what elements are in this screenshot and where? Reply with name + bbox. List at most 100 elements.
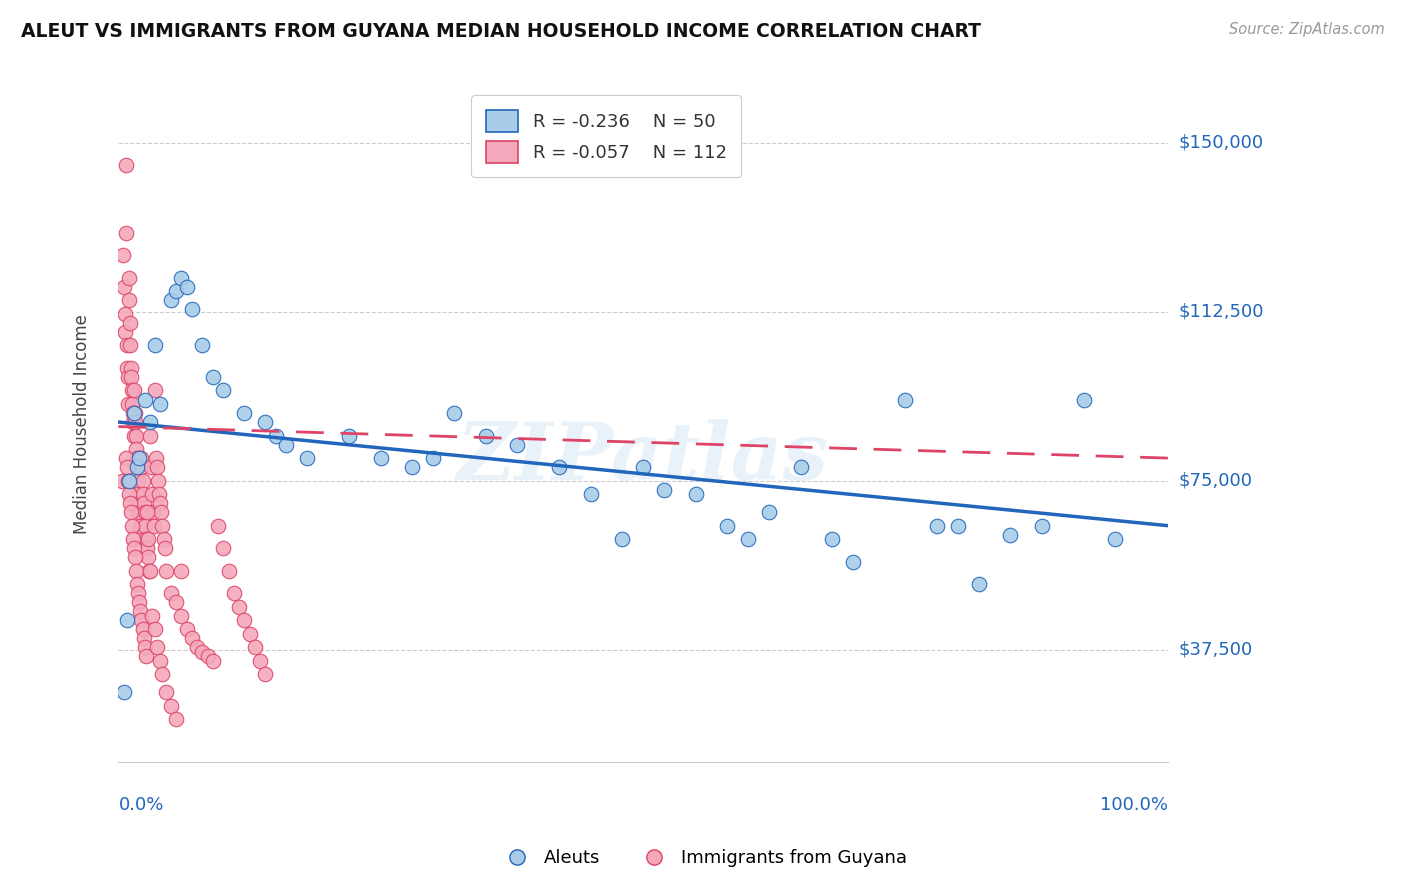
Point — [117, 370, 139, 384]
Point — [165, 595, 187, 609]
Point — [143, 338, 166, 352]
Point — [894, 392, 917, 407]
Point — [170, 564, 193, 578]
Point — [228, 599, 250, 614]
Point — [120, 361, 142, 376]
Point — [1104, 532, 1126, 546]
Point — [128, 595, 150, 609]
Point — [118, 496, 141, 510]
Point — [115, 613, 138, 627]
Point — [136, 550, 159, 565]
Point — [139, 428, 162, 442]
Point — [153, 541, 176, 556]
Point — [141, 487, 163, 501]
Point — [135, 541, 157, 556]
Point — [238, 627, 260, 641]
Point — [122, 415, 145, 429]
Point — [143, 384, 166, 398]
Point — [191, 645, 214, 659]
Point — [401, 460, 423, 475]
Point — [176, 280, 198, 294]
Point — [132, 496, 155, 510]
Point — [1031, 518, 1053, 533]
Point — [631, 460, 654, 475]
Point — [121, 397, 143, 411]
Point — [652, 483, 675, 497]
Point — [737, 532, 759, 546]
Point — [197, 649, 219, 664]
Text: $75,000: $75,000 — [1180, 472, 1253, 490]
Point — [337, 428, 360, 442]
Point — [176, 622, 198, 636]
Point — [165, 285, 187, 299]
Point — [112, 280, 135, 294]
Point — [145, 451, 167, 466]
Point — [127, 460, 149, 475]
Point — [118, 338, 141, 352]
Point — [114, 307, 136, 321]
Text: $150,000: $150,000 — [1180, 134, 1264, 152]
Text: ZIPatlas: ZIPatlas — [457, 419, 830, 497]
Point — [125, 428, 148, 442]
Point — [122, 406, 145, 420]
Point — [118, 270, 141, 285]
Point — [125, 442, 148, 456]
Legend: R = -0.236    N = 50, R = -0.057    N = 112: R = -0.236 N = 50, R = -0.057 N = 112 — [471, 95, 741, 178]
Text: Source: ZipAtlas.com: Source: ZipAtlas.com — [1229, 22, 1385, 37]
Point — [122, 406, 145, 420]
Point — [222, 586, 245, 600]
Point — [370, 451, 392, 466]
Text: 100.0%: 100.0% — [1099, 796, 1168, 814]
Legend: Aleuts, Immigrants from Guyana: Aleuts, Immigrants from Guyana — [491, 842, 915, 874]
Point — [122, 541, 145, 556]
Point — [127, 460, 149, 475]
Point — [212, 541, 235, 556]
Point — [143, 622, 166, 636]
Point — [114, 451, 136, 466]
Point — [579, 487, 602, 501]
Point — [131, 460, 153, 475]
Point — [124, 415, 146, 429]
Point — [128, 505, 150, 519]
Point — [254, 667, 277, 681]
Point — [422, 451, 444, 466]
Point — [758, 505, 780, 519]
Point — [207, 518, 229, 533]
Point — [114, 158, 136, 172]
Point — [115, 361, 138, 376]
Point — [443, 406, 465, 420]
Point — [115, 338, 138, 352]
Point — [134, 518, 156, 533]
Point — [128, 496, 150, 510]
Point — [149, 397, 172, 411]
Point — [233, 406, 256, 420]
Point — [150, 505, 173, 519]
Point — [129, 518, 152, 533]
Point — [186, 640, 208, 655]
Point — [249, 654, 271, 668]
Point — [160, 698, 183, 713]
Point — [967, 577, 990, 591]
Point — [610, 532, 633, 546]
Point — [155, 685, 177, 699]
Point — [155, 564, 177, 578]
Point — [131, 451, 153, 466]
Point — [135, 505, 157, 519]
Text: 0.0%: 0.0% — [118, 796, 163, 814]
Point — [114, 325, 136, 339]
Point — [127, 586, 149, 600]
Point — [111, 248, 134, 262]
Point — [148, 474, 170, 488]
Text: Median Household Income: Median Household Income — [73, 314, 90, 534]
Point — [180, 632, 202, 646]
Point — [118, 474, 141, 488]
Point — [121, 518, 143, 533]
Point — [685, 487, 707, 501]
Point — [146, 640, 169, 655]
Point — [201, 654, 224, 668]
Point — [139, 460, 162, 475]
Point — [118, 316, 141, 330]
Point — [129, 604, 152, 618]
Point — [122, 428, 145, 442]
Point — [243, 640, 266, 655]
